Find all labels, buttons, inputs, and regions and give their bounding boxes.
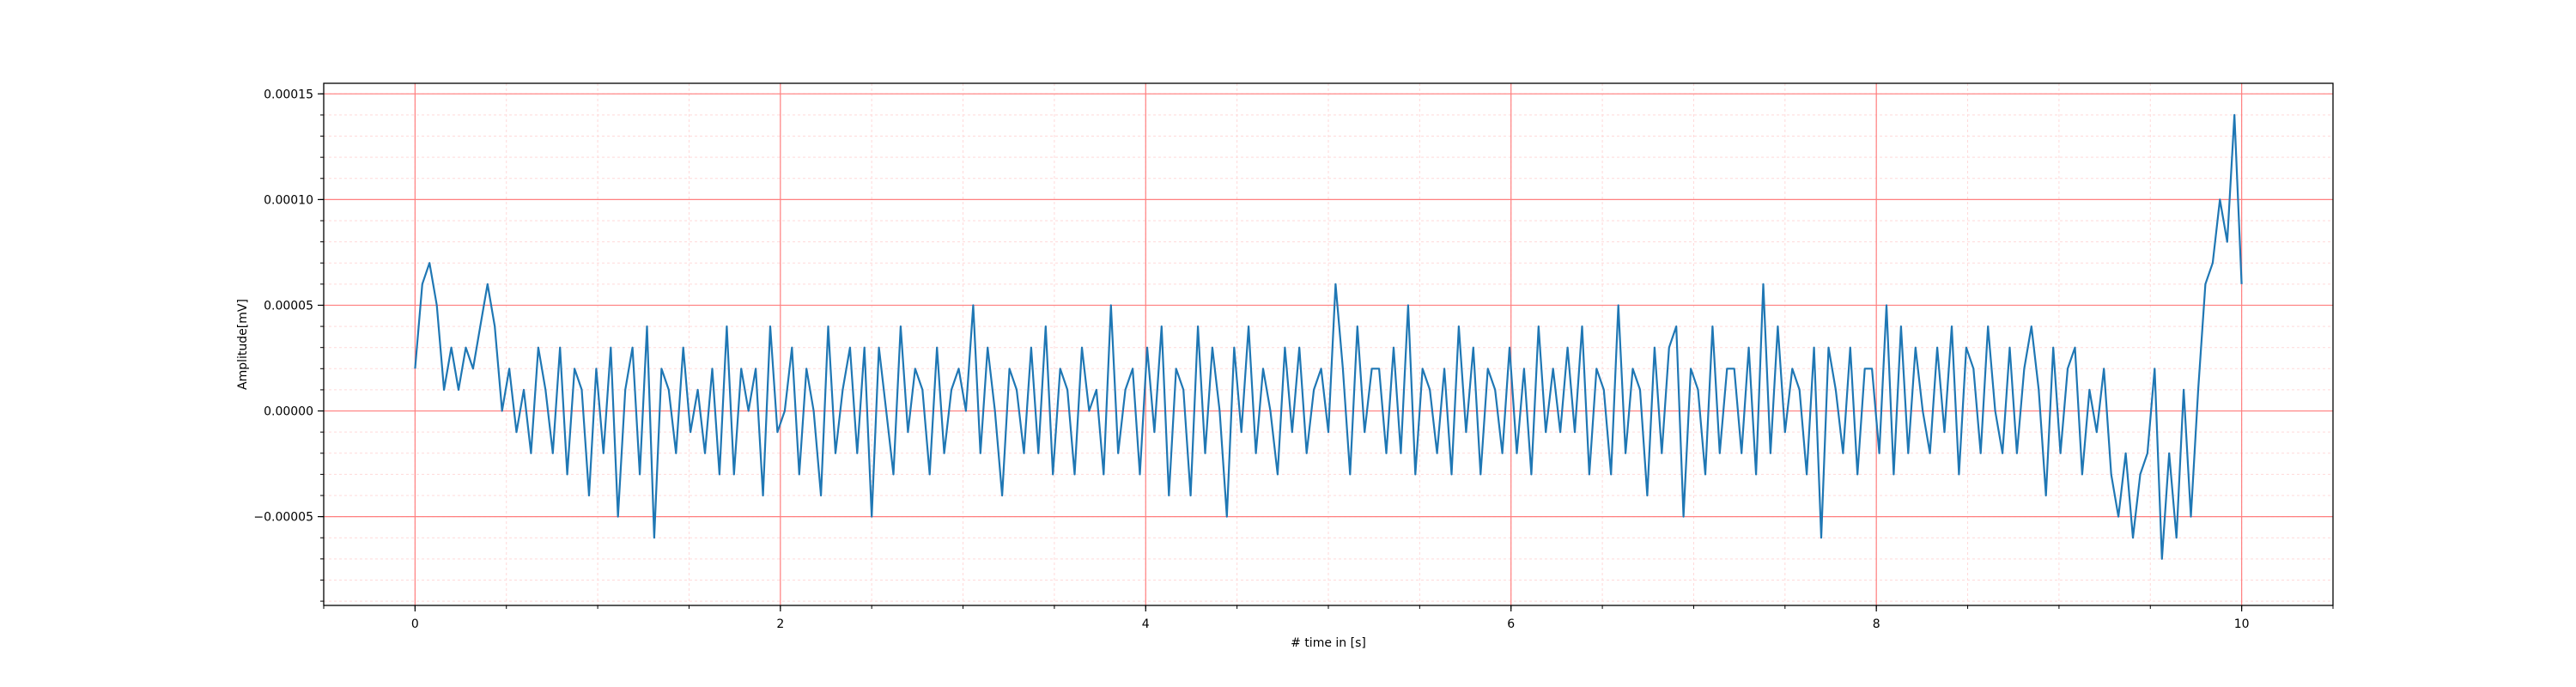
y-tick-label: 0.00015 — [264, 88, 313, 101]
y-axis: −0.00005 0.00000 0.00005 0.00010 0.00015 — [253, 88, 324, 602]
y-tick-label: 0.00010 — [264, 193, 313, 207]
x-tick-label: 6 — [1507, 617, 1515, 631]
y-axis-label: Amplitude[mV] — [236, 299, 250, 390]
series-layer — [414, 113, 2243, 560]
x-tick-label: 0 — [411, 617, 419, 631]
x-tick-label: 8 — [1873, 617, 1880, 631]
y-tick-label: −0.00005 — [253, 511, 313, 525]
x-tick-label: 10 — [2234, 617, 2250, 631]
x-axis: 0 2 4 6 8 10 — [323, 605, 2334, 631]
y-tick-label: 0.00005 — [264, 299, 313, 313]
x-tick-label: 2 — [776, 617, 784, 631]
y-tick-label: 0.00000 — [264, 405, 313, 419]
series-line — [414, 113, 2243, 560]
x-tick-label: 4 — [1142, 617, 1150, 631]
major-grid — [324, 83, 2333, 605]
x-axis-label: # time in [s] — [1291, 636, 1366, 650]
